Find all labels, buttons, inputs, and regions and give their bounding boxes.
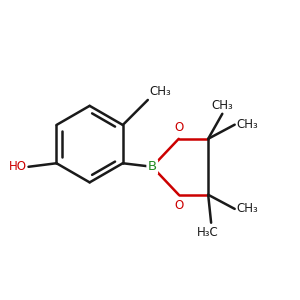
- Text: O: O: [174, 122, 183, 134]
- Text: CH₃: CH₃: [149, 85, 171, 98]
- Text: CH₃: CH₃: [236, 202, 258, 215]
- Text: B: B: [148, 160, 157, 173]
- Text: H₃C: H₃C: [197, 226, 219, 239]
- Text: CH₃: CH₃: [212, 99, 233, 112]
- Text: CH₃: CH₃: [236, 118, 258, 131]
- Text: O: O: [174, 199, 183, 212]
- Text: HO: HO: [9, 160, 27, 173]
